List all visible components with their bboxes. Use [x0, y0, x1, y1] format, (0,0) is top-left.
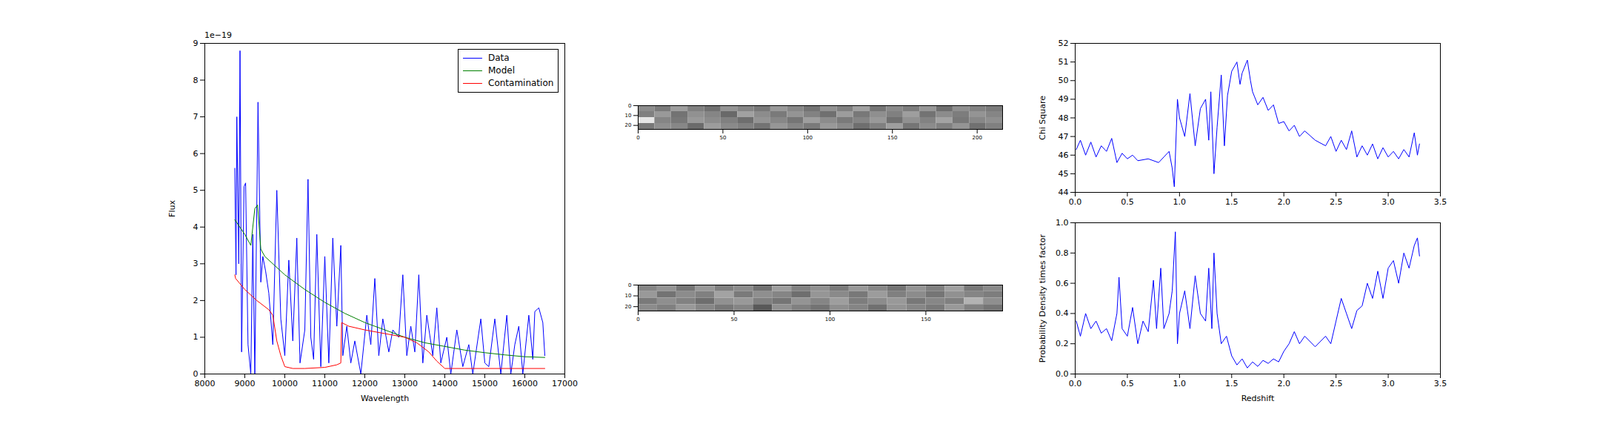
svg-text:100: 100 — [802, 134, 813, 141]
svg-text:0.0: 0.0 — [1068, 197, 1083, 207]
svg-text:3.0: 3.0 — [1381, 197, 1395, 207]
svg-text:Chi Square: Chi Square — [1037, 95, 1048, 140]
svg-text:15000: 15000 — [471, 378, 498, 389]
svg-text:Flux: Flux — [167, 200, 178, 218]
svg-text:5: 5 — [193, 185, 199, 195]
svg-text:4: 4 — [193, 222, 199, 232]
svg-text:2.5: 2.5 — [1329, 197, 1343, 207]
svg-text:50: 50 — [1058, 75, 1069, 86]
svg-text:0.5: 0.5 — [1120, 197, 1135, 207]
svg-text:6: 6 — [193, 148, 199, 159]
svg-text:0: 0 — [628, 102, 632, 109]
svg-text:0.8: 0.8 — [1055, 248, 1069, 258]
svg-text:11000: 11000 — [311, 378, 338, 389]
svg-text:44: 44 — [1058, 187, 1069, 198]
svg-text:3.5: 3.5 — [1434, 197, 1448, 207]
svg-text:200: 200 — [971, 134, 982, 141]
svg-text:17000: 17000 — [551, 378, 578, 389]
svg-text:50: 50 — [731, 316, 738, 323]
svg-text:0: 0 — [636, 134, 640, 141]
svg-text:1.0: 1.0 — [1173, 378, 1187, 389]
svg-text:1.5: 1.5 — [1225, 378, 1239, 389]
svg-text:1.0: 1.0 — [1055, 217, 1069, 228]
svg-text:Wavelength: Wavelength — [360, 393, 409, 403]
svg-text:100: 100 — [825, 316, 835, 323]
svg-text:8: 8 — [193, 75, 199, 86]
svg-text:0: 0 — [628, 282, 632, 289]
svg-text:3.5: 3.5 — [1434, 378, 1448, 389]
svg-text:12000: 12000 — [351, 378, 378, 389]
svg-text:Probability Density times fact: Probability Density times factor — [1037, 233, 1048, 363]
svg-text:1: 1 — [193, 331, 199, 342]
svg-text:52: 52 — [1058, 38, 1069, 49]
svg-text:20: 20 — [625, 303, 632, 310]
svg-text:48: 48 — [1058, 113, 1069, 123]
svg-text:0.0: 0.0 — [1055, 368, 1069, 379]
svg-text:2.0: 2.0 — [1277, 197, 1291, 207]
svg-text:0.6: 0.6 — [1055, 278, 1069, 289]
svg-text:9000: 9000 — [234, 378, 256, 389]
html-text:Contamination: Contamination — [488, 77, 554, 89]
svg-text:20: 20 — [625, 122, 632, 129]
svg-text:47: 47 — [1058, 131, 1069, 142]
svg-text:7: 7 — [193, 111, 199, 122]
svg-text:150: 150 — [887, 134, 898, 141]
svg-text:2: 2 — [193, 295, 199, 306]
svg-text:16000: 16000 — [511, 378, 538, 389]
svg-text:45: 45 — [1058, 168, 1069, 179]
svg-text:10000: 10000 — [271, 378, 298, 389]
svg-text:49: 49 — [1058, 94, 1069, 104]
svg-text:8000: 8000 — [194, 378, 216, 389]
svg-text:3.0: 3.0 — [1381, 378, 1395, 389]
svg-text:2.5: 2.5 — [1329, 378, 1343, 389]
svg-text:0.5: 0.5 — [1120, 378, 1135, 389]
svg-text:50: 50 — [719, 134, 726, 141]
svg-text:2.0: 2.0 — [1277, 378, 1291, 389]
svg-text:10: 10 — [625, 292, 632, 299]
svg-text:1.5: 1.5 — [1225, 197, 1239, 207]
svg-text:0: 0 — [636, 316, 640, 323]
svg-text:0: 0 — [193, 368, 199, 379]
svg-text:51: 51 — [1058, 57, 1069, 67]
html-text:1e−19: 1e−19 — [204, 30, 232, 40]
svg-text:13000: 13000 — [391, 378, 418, 389]
svg-text:14000: 14000 — [431, 378, 458, 389]
svg-text:150: 150 — [920, 316, 931, 323]
html-text:Data: Data — [488, 52, 510, 63]
svg-text:3: 3 — [193, 258, 199, 269]
svg-text:9: 9 — [193, 38, 199, 49]
svg-text:Redshift: Redshift — [1241, 393, 1275, 403]
svg-text:0.2: 0.2 — [1055, 338, 1069, 349]
html-text:Model: Model — [488, 65, 515, 76]
svg-text:1.0: 1.0 — [1173, 197, 1187, 207]
svg-text:0.0: 0.0 — [1068, 378, 1083, 389]
svg-text:10: 10 — [625, 112, 632, 119]
svg-text:0.4: 0.4 — [1055, 308, 1069, 318]
svg-text:46: 46 — [1058, 150, 1069, 160]
